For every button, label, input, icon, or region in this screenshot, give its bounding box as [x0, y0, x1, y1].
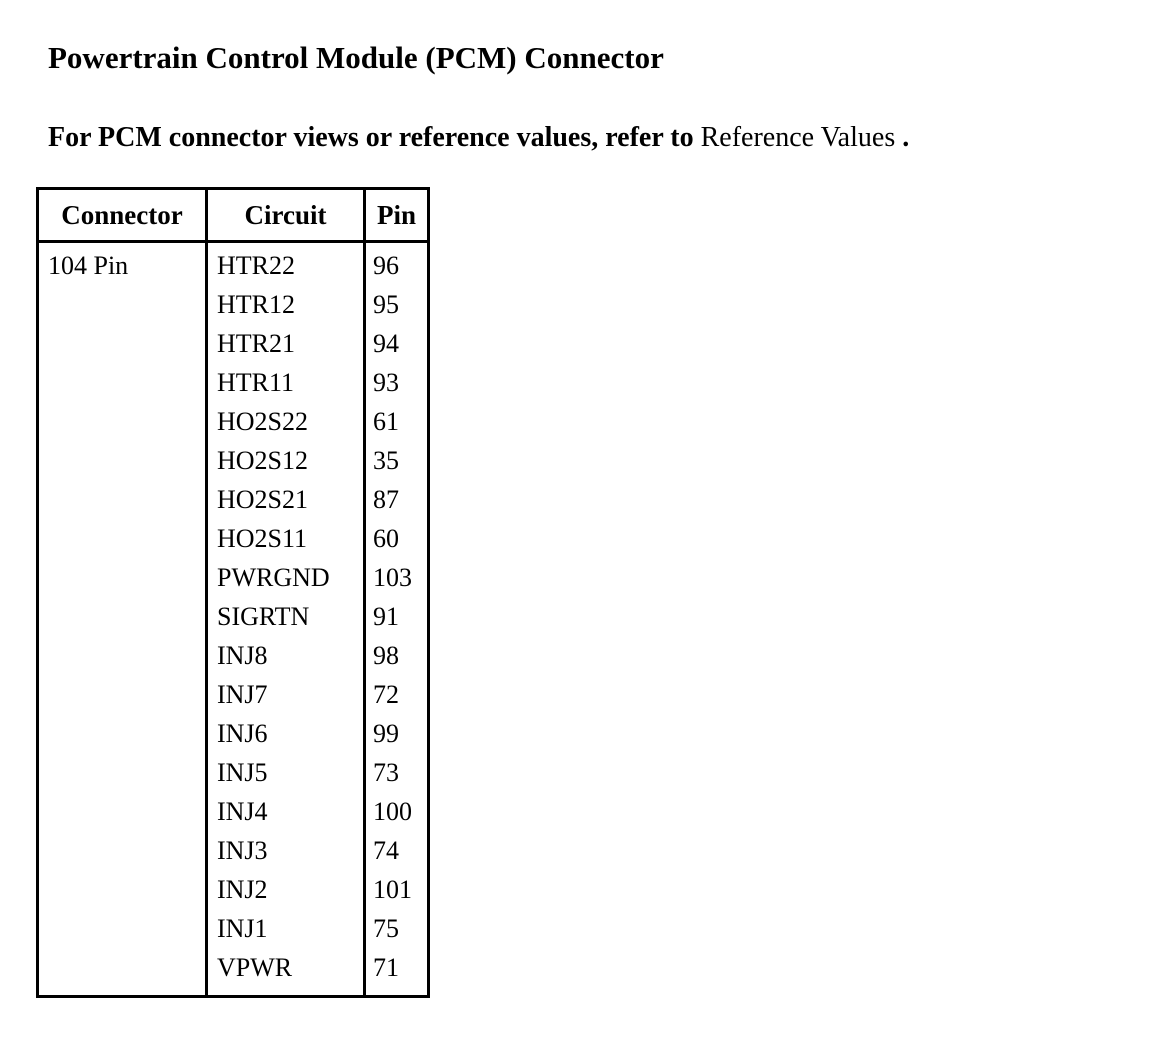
pcm-connector-table: Connector Circuit Pin 104 Pin HTR22 HTR12…: [36, 187, 430, 998]
pin-value: 95: [373, 290, 399, 319]
pin-value: 87: [373, 485, 399, 514]
circuit-value: INJ2: [217, 875, 268, 904]
circuit-value: INJ4: [217, 797, 268, 826]
pin-value: 93: [373, 368, 399, 397]
reference-values-link[interactable]: Reference Values: [700, 122, 896, 153]
pin-value: 73: [373, 758, 399, 787]
table-row: 104 Pin HTR22 HTR12 HTR21 HTR11 HO2S22 HO2S12…: [36, 240, 430, 998]
circuit-value: HO2S21: [217, 485, 309, 514]
pin-value: 98: [373, 641, 399, 670]
pin-value: 72: [373, 680, 399, 709]
pin-value: 101: [373, 875, 412, 904]
pin-value: 99: [373, 719, 399, 748]
circuit-value: INJ1: [217, 914, 268, 943]
circuit-value: INJ8: [217, 641, 268, 670]
circuit-cell: HTR22 HTR12 HTR21 HTR11 HO2S22 HO2S12 HO2S21 HO…: [205, 240, 366, 998]
pin-cell: 96 95 94 93 61 35 87 60 103 91 98 72 99 73 100 74 101 75 7…: [363, 240, 430, 998]
pin-value: 103: [373, 563, 412, 592]
circuit-value: SIGRTN: [217, 602, 310, 631]
circuit-value: HO2S12: [217, 446, 309, 475]
pin-value: 96: [373, 251, 399, 280]
pin-value: 94: [373, 329, 399, 358]
intro-text: For PCM connector views or reference val…: [48, 121, 1152, 155]
pin-value: 35: [373, 446, 399, 475]
circuit-value: INJ3: [217, 836, 268, 865]
pin-value: 60: [373, 524, 399, 553]
circuit-value: VPWR: [217, 953, 293, 982]
circuit-value: INJ7: [217, 680, 268, 709]
circuit-value: HTR11: [217, 368, 295, 397]
circuit-list: HTR22 HTR12 HTR21 HTR11 HO2S22 HO2S12 HO2S21 HO…: [217, 246, 362, 987]
column-header-circuit: Circuit: [205, 187, 366, 243]
pin-value: 71: [373, 953, 399, 982]
connector-cell: 104 Pin: [36, 240, 208, 998]
intro-bold-text: For PCM connector views or reference val…: [48, 122, 694, 153]
pin-value: 91: [373, 602, 399, 631]
circuit-value: HO2S11: [217, 524, 308, 553]
table-header-row: Connector Circuit Pin: [36, 187, 430, 243]
column-header-pin: Pin: [363, 187, 430, 243]
circuit-value: HTR12: [217, 290, 295, 319]
pin-value: 100: [373, 797, 412, 826]
circuit-value: HTR22: [217, 251, 295, 280]
circuit-value: HTR21: [217, 329, 295, 358]
circuit-value: INJ6: [217, 719, 268, 748]
column-header-connector: Connector: [36, 187, 208, 243]
pin-value: 75: [373, 914, 399, 943]
circuit-value: INJ5: [217, 758, 268, 787]
pin-value: 74: [373, 836, 399, 865]
page-title: Powertrain Control Module (PCM) Connecto…: [48, 40, 664, 75]
intro-suffix: .: [902, 122, 910, 153]
circuit-value: HO2S22: [217, 407, 309, 436]
pin-list: 96 95 94 93 61 35 87 60 103 91 98 72 99 73 100 74 101 75 7…: [373, 246, 426, 987]
connector-value: 104 Pin: [48, 251, 129, 280]
circuit-value: PWRGND: [217, 563, 330, 592]
pin-value: 61: [373, 407, 399, 436]
